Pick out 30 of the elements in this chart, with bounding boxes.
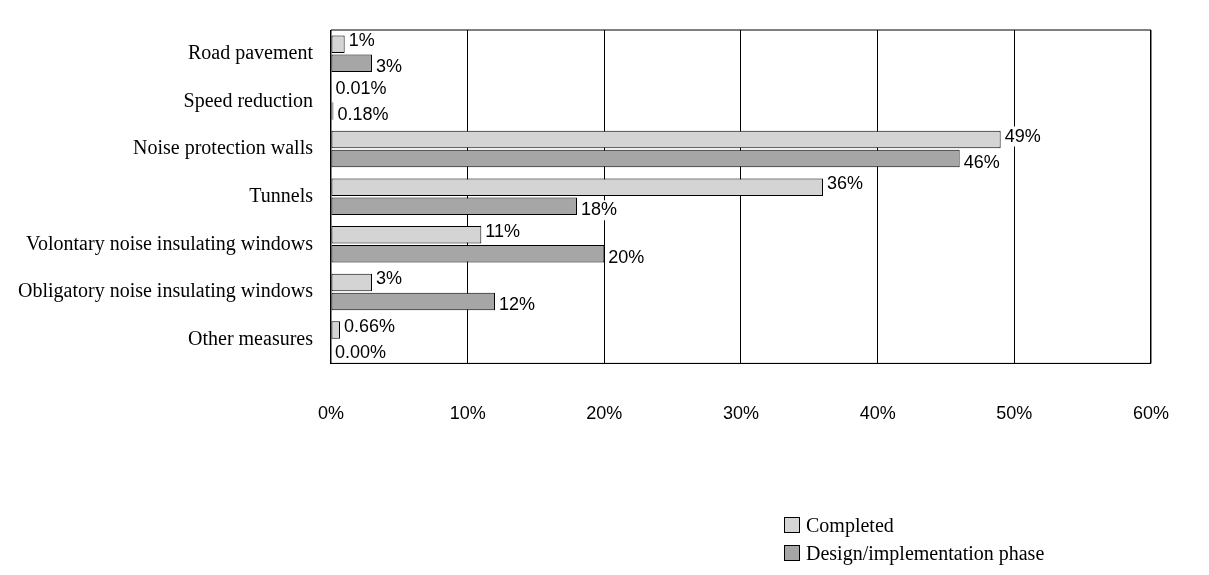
y-tick-label: Volontary noise insulating windows xyxy=(26,231,314,255)
data-label: 46% xyxy=(963,151,1000,172)
data-label: 20% xyxy=(608,246,645,267)
x-tick-label: 30% xyxy=(722,403,759,424)
x-tick-label: 40% xyxy=(859,403,896,424)
legend-label: Design/implementation phase xyxy=(806,541,1045,565)
data-label: 49% xyxy=(1004,125,1041,146)
x-tick-label: 10% xyxy=(449,403,486,424)
x-tick-label: 20% xyxy=(586,403,623,424)
data-label: 3% xyxy=(375,56,402,77)
x-tick-label: 50% xyxy=(996,403,1033,424)
y-tick-label: Road pavement xyxy=(188,41,314,65)
data-label: 18% xyxy=(580,199,618,220)
data-label: 36% xyxy=(826,173,864,194)
y-tick-label: Obligatory noise insulating windows xyxy=(18,279,314,303)
data-label: 11% xyxy=(485,220,521,241)
data-label: 3% xyxy=(375,268,402,289)
x-tick-label: 0% xyxy=(317,403,344,424)
x-tick-label: 60% xyxy=(1132,403,1169,424)
y-tick-label: Tunnels xyxy=(249,183,314,206)
legend-label: Completed xyxy=(806,513,894,537)
y-tick-label: Speed reduction xyxy=(183,88,313,112)
data-label: 12% xyxy=(498,294,536,315)
data-label: 0.00% xyxy=(334,342,387,363)
y-tick-label: Noise protection walls xyxy=(133,136,314,160)
y-tick-label: Other measures xyxy=(188,326,314,349)
data-label: 0.66% xyxy=(344,316,396,337)
data-label: 0.01% xyxy=(335,77,387,98)
data-label: 0.18% xyxy=(337,103,389,124)
data-label: 1% xyxy=(348,30,375,51)
